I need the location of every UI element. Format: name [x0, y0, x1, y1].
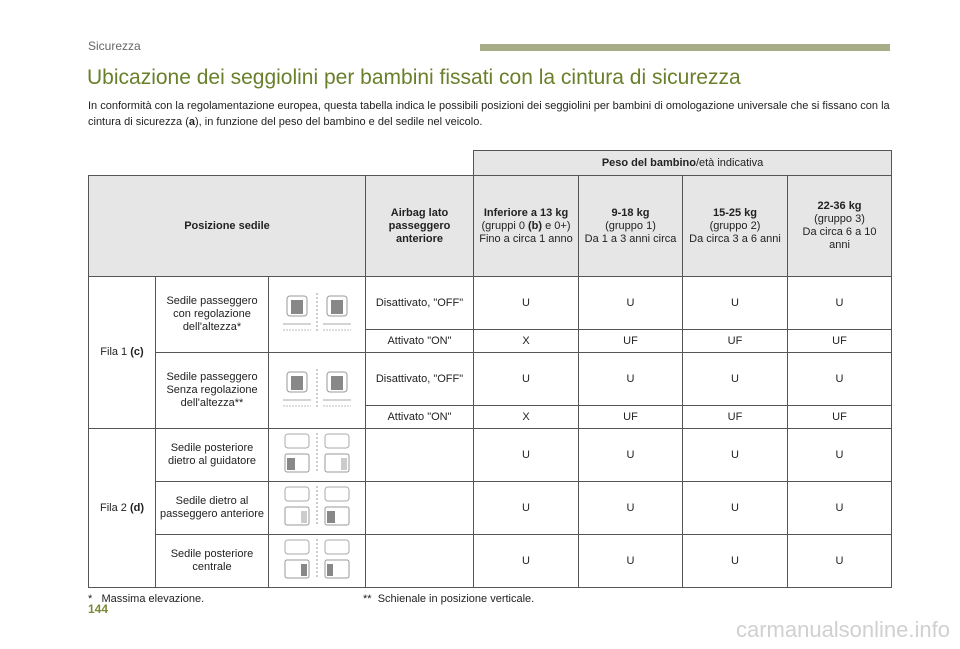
intro-text-2: ), in funzione del peso del bambino e de…	[195, 116, 483, 128]
table-cell: U	[786, 481, 893, 535]
airbag-status: Disattivato, "OFF"	[365, 276, 474, 330]
intro-ref: a	[188, 116, 195, 128]
row-label-fila-1: Fila 1 (c)	[88, 276, 156, 429]
seat-label: Sedile passeggero con regolazione dell'a…	[155, 276, 269, 353]
airbag-status: Attivato "ON"	[365, 329, 474, 353]
rear-center-seat-icon	[268, 534, 366, 588]
table-corner-blank	[89, 151, 474, 176]
intro-text-1: In conformità con la regolamentazione eu…	[88, 100, 890, 128]
table-cell: UF	[786, 405, 893, 429]
seat-label: Sedile posteriore centrale	[155, 534, 269, 588]
seat-table: Peso del bambino/età indicativa Posizion…	[88, 150, 893, 588]
table-cell: U	[578, 352, 683, 406]
table-cell: U	[682, 352, 788, 406]
table-cell: U	[578, 534, 683, 588]
section-label: Sicurezza	[88, 39, 141, 53]
weight-header-bold: Peso del bambino	[601, 156, 696, 169]
table-cell: UF	[682, 329, 788, 353]
col-seat-position: Posizione sedile	[88, 175, 366, 277]
seat-label: Sedile posteriore dietro al guidatore	[155, 428, 269, 482]
table-cell: U	[682, 481, 788, 535]
table-cell: U	[473, 534, 579, 588]
intro-paragraph: In conformità con la regolamentazione eu…	[88, 98, 893, 130]
table-cell: U	[473, 352, 579, 406]
table-cell: U	[473, 276, 579, 330]
rear-right-seat-icon	[268, 481, 366, 535]
table-cell: U	[786, 534, 893, 588]
airbag-empty	[365, 428, 474, 482]
section-divider	[480, 44, 890, 51]
group-header: 22-36 kg (gruppo 3) Da circa 6 a 10 anni	[786, 175, 893, 277]
table-cell: UF	[578, 329, 683, 353]
table-cell: U	[682, 428, 788, 482]
table-cell: U	[578, 428, 683, 482]
airbag-empty	[365, 534, 474, 588]
front-seats-icon	[268, 276, 366, 353]
rear-left-seat-icon	[268, 428, 366, 482]
table-cell: UF	[682, 405, 788, 429]
table-cell: U	[578, 276, 683, 330]
seat-label: Sedile dietro al passeggero anteriore	[155, 481, 269, 535]
group-header: 9-18 kg (gruppo 1) Da 1 a 3 anni circa	[578, 175, 683, 277]
col-airbag: Airbag lato passeggero anteriore	[365, 175, 474, 277]
table-cell: U	[682, 276, 788, 330]
table-cell: UF	[786, 329, 893, 353]
seat-label: Sedile passeggero Senza regolazione dell…	[155, 352, 269, 429]
table-cell: U	[473, 481, 579, 535]
watermark: carmanualsonline.info	[735, 617, 950, 642]
page-number: 144	[88, 602, 109, 616]
group-header: Inferiore a 13 kg (gruppi 0 (b) e 0+) Fino…	[473, 175, 579, 277]
table-cell: UF	[578, 405, 683, 429]
table-cell: X	[473, 329, 579, 353]
group-header: 15-25 kg (gruppo 2) Da circa 3 a 6 anni	[682, 175, 788, 277]
table-cell: U	[786, 352, 893, 406]
table-cell: X	[473, 405, 579, 429]
front-seats-icon	[268, 352, 366, 429]
table-cell: U	[473, 428, 579, 482]
table-cell: U	[578, 481, 683, 535]
table-cell: U	[786, 276, 893, 330]
weight-header: Peso del bambino/età indicativa	[472, 150, 893, 176]
footnote-2: ** Schienale in posizione verticale.	[363, 593, 535, 605]
row-label-fila-2: Fila 2 (d)	[88, 428, 156, 588]
weight-header-rest: /età indicativa	[695, 156, 764, 169]
airbag-status: Attivato "ON"	[365, 405, 474, 429]
page-title: Ubicazione dei seggiolini per bambini fi…	[87, 66, 741, 89]
airbag-empty	[365, 481, 474, 535]
table-cell: U	[786, 428, 893, 482]
footnote-1: * Massima elevazione.	[88, 593, 205, 605]
airbag-status: Disattivato, "OFF"	[365, 352, 474, 406]
table-cell: U	[682, 534, 788, 588]
